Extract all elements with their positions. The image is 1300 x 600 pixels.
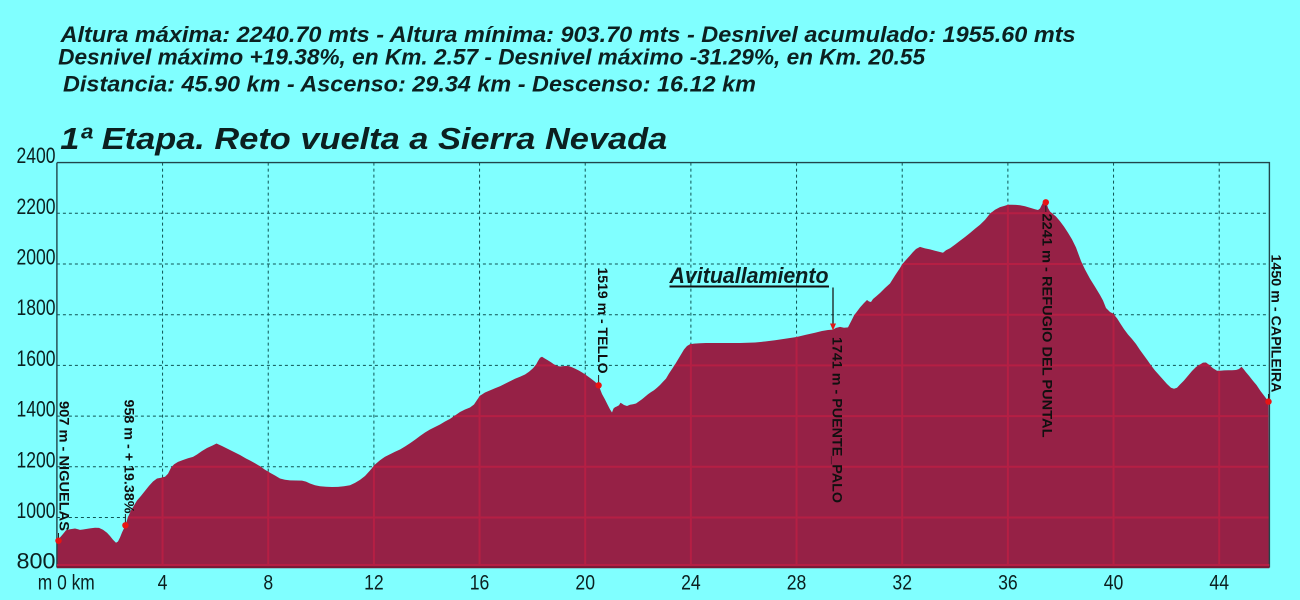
svg-text:Altura máxima: 2240.70 mts - A: Altura máxima: 2240.70 mts - Altura míni…	[60, 22, 1076, 47]
svg-text:32: 32	[892, 571, 912, 595]
svg-text:36: 36	[998, 571, 1018, 595]
svg-text:2200: 2200	[17, 194, 56, 219]
svg-text:958 m - + 19.38%: 958 m - + 19.38%	[122, 400, 137, 514]
svg-text:Distancia: 45.90 km - Ascenso:: Distancia: 45.90 km - Ascenso: 29.34 km …	[63, 72, 756, 97]
svg-text:m 0 km: m 0 km	[38, 571, 95, 595]
svg-text:24: 24	[681, 571, 701, 595]
svg-text:2400: 2400	[17, 143, 56, 168]
svg-text:44: 44	[1209, 571, 1229, 595]
svg-text:8: 8	[263, 571, 273, 595]
svg-text:1ª Etapa. Reto vuelta a Sierra: 1ª Etapa. Reto vuelta a Sierra Nevada	[60, 121, 667, 156]
svg-text:2000: 2000	[17, 245, 56, 270]
svg-text:1450 m - CAPILEIRA: 1450 m - CAPILEIRA	[1269, 255, 1284, 393]
svg-text:40: 40	[1104, 571, 1124, 595]
svg-text:Avituallamiento: Avituallamiento	[669, 263, 829, 288]
svg-text:28: 28	[787, 571, 807, 595]
svg-text:Desnivel máximo +19.38%, en Km: Desnivel máximo +19.38%, en Km. 2.57 - D…	[58, 45, 926, 70]
svg-text:800: 800	[17, 549, 56, 574]
svg-text:1400: 1400	[17, 397, 56, 422]
svg-text:1200: 1200	[17, 447, 56, 472]
svg-text:1800: 1800	[17, 295, 56, 320]
svg-text:1519 m - TELLO: 1519 m - TELLO	[595, 268, 610, 374]
svg-text:1600: 1600	[17, 346, 56, 371]
svg-text:12: 12	[364, 571, 384, 595]
svg-text:907 m - NIGUELAS: 907 m - NIGUELAS	[57, 401, 72, 531]
svg-text:16: 16	[470, 571, 490, 595]
svg-text:4: 4	[158, 571, 168, 595]
svg-text:1741 m - PUENTE_PALO: 1741 m - PUENTE_PALO	[830, 337, 845, 503]
svg-text:1000: 1000	[17, 498, 56, 523]
svg-text:2241 m - REFUGIO DEL PUNTAL: 2241 m - REFUGIO DEL PUNTAL	[1040, 214, 1055, 438]
svg-text:20: 20	[575, 571, 595, 595]
